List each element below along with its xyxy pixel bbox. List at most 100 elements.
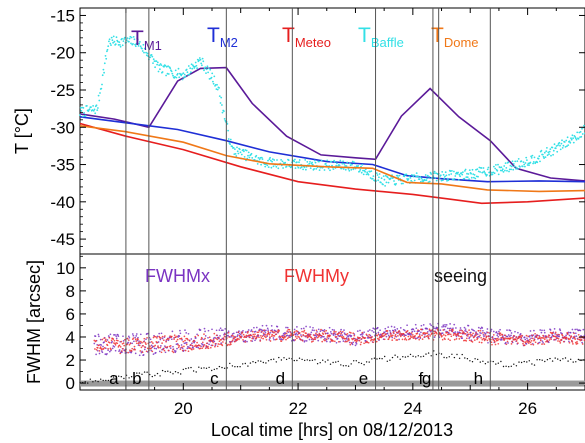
fwhm-y-tick-label: 2 [66, 351, 75, 370]
series-fwhmy-point [193, 339, 196, 342]
series-fwhmx-point [219, 327, 222, 330]
series-fwhmy-point [98, 350, 101, 352]
series-t-baffle-point [452, 179, 455, 181]
series-fwhmy-point [279, 336, 282, 338]
series-t-baffle-point [457, 171, 459, 174]
series-t-baffle-point [453, 178, 456, 180]
series-seeing-point [572, 361, 574, 363]
series-fwhmy-point [154, 335, 157, 338]
series-fwhmy-point [151, 350, 154, 353]
series-fwhmy-point [367, 341, 370, 344]
series-fwhmx-point [393, 326, 396, 328]
series-fwhmx-point [102, 345, 104, 348]
series-fwhmy-point [516, 338, 519, 340]
series-seeing-point [311, 359, 314, 361]
series-t-baffle-point [558, 141, 561, 144]
series-fwhmx-point [106, 339, 109, 341]
series-t-baffle-point [529, 161, 532, 164]
series-fwhmx-point [449, 323, 451, 325]
series-seeing-point [128, 377, 130, 379]
series-fwhmx-point [507, 342, 509, 344]
series-seeing-point [474, 358, 476, 360]
series-fwhmx-point [138, 340, 140, 343]
series-fwhmx-point [100, 344, 103, 346]
series-fwhmy-point [522, 342, 524, 345]
series-t-baffle-point [282, 167, 284, 169]
series-fwhmy-point [376, 334, 379, 337]
series-seeing-point [306, 359, 308, 361]
series-t-baffle-point [516, 160, 519, 163]
series-seeing-point [533, 364, 536, 366]
series-fwhmy-point [144, 341, 147, 344]
series-seeing-point [252, 361, 254, 363]
series-fwhmy-point [177, 344, 179, 346]
series-fwhmx-point [363, 331, 365, 334]
series-fwhmx-point [498, 330, 500, 333]
series-fwhmy-point [108, 336, 111, 339]
series-t-baffle-point [543, 151, 546, 154]
series-t-baffle-point [245, 149, 248, 152]
series-fwhmy-point [161, 342, 163, 344]
series-fwhmx-point [379, 329, 381, 332]
series-seeing-point [285, 358, 288, 361]
series-fwhmy-point [571, 341, 574, 343]
series-fwhmy-point [280, 340, 283, 342]
series-seeing-point [236, 366, 239, 368]
series-t-baffle-point [95, 104, 98, 107]
temperature-y-tick-label: -35 [50, 156, 75, 175]
series-seeing-points [79, 350, 585, 384]
series-fwhmy-point [285, 332, 288, 335]
series-fwhmy-point [104, 338, 107, 341]
series-fwhmy-point [184, 349, 187, 352]
series-fwhmy-point [419, 336, 422, 339]
series-fwhmx-point [377, 331, 380, 334]
series-fwhmx-point [222, 329, 224, 332]
series-fwhmy-point [519, 338, 522, 341]
series-t-baffle-point [468, 178, 470, 181]
series-fwhmx-point [559, 329, 562, 332]
series-t-baffle-point [490, 172, 493, 174]
series-t-baffle-point [250, 152, 253, 155]
series-fwhmy-point [393, 330, 395, 333]
series-t-baffle-point [378, 176, 380, 179]
series-fwhmy-point [355, 338, 357, 341]
series-fwhmy-point [468, 339, 471, 342]
series-t-baffle-point [344, 168, 347, 171]
series-t-baffle-point [210, 76, 213, 79]
series-t-baffle-point [420, 180, 422, 183]
series-fwhmy-point [146, 336, 148, 339]
series-seeing-point [115, 375, 117, 377]
series-seeing-point [399, 358, 401, 360]
series-fwhmx-point [156, 335, 159, 338]
series-t-baffle-point [109, 42, 112, 45]
series-seeing-point [549, 357, 551, 360]
fwhm-y-tick-label: 0 [66, 374, 75, 393]
series-fwhmy-point [138, 341, 140, 344]
series-fwhmx-point [331, 328, 334, 331]
series-seeing-point [479, 361, 481, 363]
series-t-baffle-point [80, 110, 83, 112]
series-fwhmy-point [134, 348, 136, 351]
series-t-baffle-point [435, 172, 437, 175]
series-fwhmy-point [222, 337, 225, 339]
series-fwhmy-point [194, 335, 197, 338]
series-fwhmy-point [326, 336, 329, 338]
series-fwhmy-point [255, 336, 258, 339]
series-fwhmx-point [139, 333, 142, 336]
series-fwhmy-point [167, 349, 170, 352]
series-fwhmy-point [168, 338, 170, 340]
series-fwhmy-point [282, 337, 285, 340]
series-t-baffle-point [440, 179, 443, 182]
series-t-baffle-point [220, 96, 223, 99]
series-fwhmy-point [242, 333, 245, 336]
series-fwhmx-point [285, 326, 287, 329]
series-t-baffle-point [205, 72, 207, 74]
series-t-baffle-point [487, 166, 490, 169]
series-t-baffle-point [267, 166, 270, 169]
series-fwhmx-point [131, 333, 134, 335]
series-t-baffle-point [415, 172, 418, 175]
series-fwhmy-point [557, 340, 559, 342]
series-fwhmy-point [273, 335, 276, 337]
series-fwhmy-point [93, 339, 96, 342]
series-fwhmx-point [439, 329, 442, 331]
